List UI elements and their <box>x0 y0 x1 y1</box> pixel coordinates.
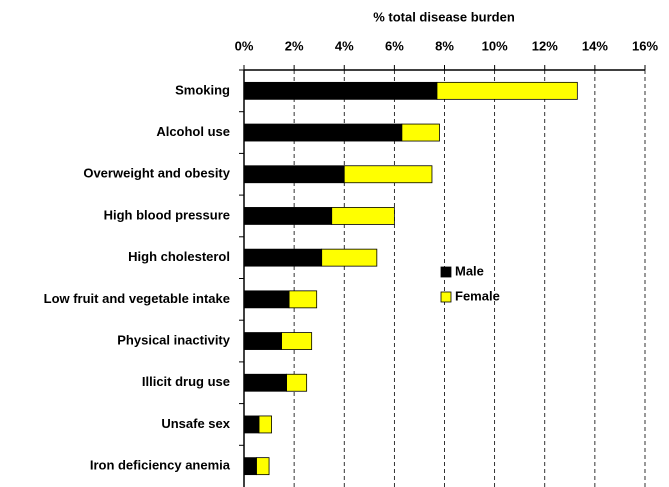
x-tick-label: 2% <box>285 38 304 53</box>
x-tick-label: 16% <box>632 38 658 53</box>
bar-segment <box>436 81 578 100</box>
y-tick-label: Alcohol use <box>156 124 230 139</box>
bar-segment <box>256 457 270 476</box>
y-tick-label: Overweight and obesity <box>83 166 230 181</box>
bar-segment <box>321 248 378 267</box>
bar-segment <box>286 373 308 392</box>
bar-segment <box>243 290 290 309</box>
x-tick-label: 0% <box>235 38 254 53</box>
x-tick-label: 8% <box>435 38 454 53</box>
y-tick-label: Iron deficiency anemia <box>90 458 231 473</box>
x-tick-label: 6% <box>385 38 404 53</box>
y-tick-label: High blood pressure <box>104 207 230 222</box>
bar-segment <box>243 332 282 350</box>
bar-segment <box>243 415 260 434</box>
y-tick-label: Low fruit and vegetable intake <box>44 291 230 306</box>
x-tick-label: 4% <box>335 38 354 53</box>
x-tick-label: 12% <box>532 38 558 53</box>
y-tick-label: Physical inactivity <box>117 332 230 347</box>
bar-segment <box>243 457 257 476</box>
bar-segment <box>243 207 333 225</box>
bar-segment <box>258 415 272 434</box>
bar-segment <box>331 207 395 225</box>
bar-segment <box>243 373 288 392</box>
x-tick-label: 10% <box>482 38 508 53</box>
x-axis-label: % total disease burden <box>373 9 515 24</box>
bar-segment <box>243 81 438 100</box>
y-tick-label: Illicit drug use <box>142 374 230 389</box>
legend-label: Male <box>455 263 484 278</box>
legend-swatch <box>440 291 452 303</box>
bar-segment <box>343 165 433 184</box>
bar-segment <box>243 123 403 142</box>
x-tick-label: 14% <box>582 38 608 53</box>
bar-segment <box>243 165 345 184</box>
bar-segment <box>281 332 313 350</box>
y-tick-label: Unsafe sex <box>161 416 230 431</box>
bar-segment <box>288 290 318 309</box>
bar-segment <box>401 123 440 142</box>
legend-label: Female <box>455 288 500 303</box>
legend-swatch <box>440 266 452 278</box>
bar-segment <box>243 248 323 267</box>
y-tick-label: High cholesterol <box>128 249 230 264</box>
y-tick-label: Smoking <box>175 82 230 97</box>
